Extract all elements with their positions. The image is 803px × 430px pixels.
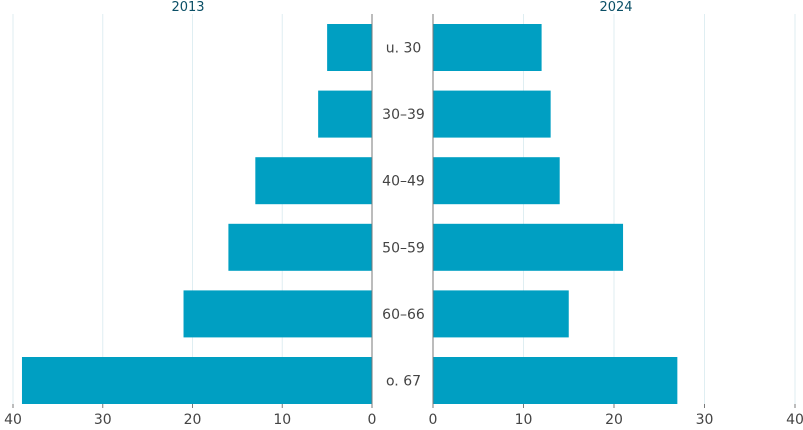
tick-label: 20 bbox=[184, 412, 202, 428]
bar-2024-4 bbox=[433, 290, 569, 338]
bar-2013-2 bbox=[255, 157, 372, 205]
bar-2013-5 bbox=[21, 357, 372, 404]
tick-label: 40 bbox=[4, 412, 22, 428]
bar-2024-2 bbox=[433, 157, 560, 205]
tick-label: 20 bbox=[605, 412, 623, 428]
category-label: 50–59 bbox=[382, 240, 425, 256]
bar-2024-1 bbox=[433, 90, 551, 138]
bars bbox=[21, 24, 678, 404]
category-label: 40–49 bbox=[382, 174, 425, 190]
tick-label: 10 bbox=[273, 412, 291, 428]
tick-label: 0 bbox=[368, 412, 377, 428]
tick-label: 30 bbox=[696, 412, 714, 428]
tick-label: 30 bbox=[94, 412, 112, 428]
tick-label: 0 bbox=[429, 412, 438, 428]
bar-2024-3 bbox=[433, 223, 624, 271]
bar-2013-0 bbox=[327, 24, 372, 71]
bar-2024-0 bbox=[433, 24, 542, 71]
labels: u. 30 30–39 40–49 50–59 60–66 o. 67 40 30 20 10 0 0… bbox=[4, 0, 803, 428]
category-label: 30–39 bbox=[382, 107, 425, 123]
bar-2013-4 bbox=[183, 290, 372, 338]
grid-lines bbox=[12, 14, 796, 404]
axes bbox=[12, 14, 796, 408]
bar-2024-5 bbox=[433, 357, 678, 404]
tick-label: 40 bbox=[786, 412, 803, 428]
category-label: o. 67 bbox=[386, 374, 421, 390]
bar-2013-1 bbox=[318, 90, 372, 138]
bar-2013-3 bbox=[228, 223, 372, 271]
category-label: u. 30 bbox=[386, 41, 422, 57]
panel-title-right: 2024 bbox=[599, 0, 632, 15]
category-label: 60–66 bbox=[382, 307, 425, 323]
tick-label: 10 bbox=[515, 412, 533, 428]
panel-title-left: 2013 bbox=[171, 0, 204, 15]
